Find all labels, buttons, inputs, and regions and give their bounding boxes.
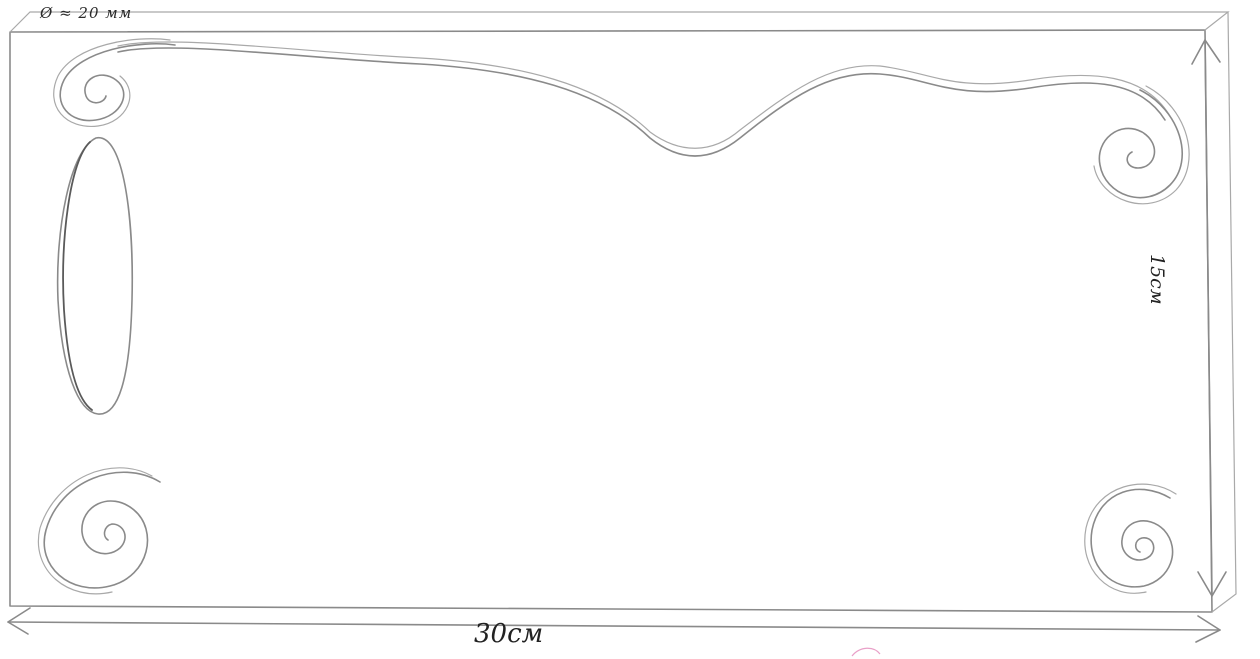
width-arrow-left xyxy=(7,607,31,635)
width-arrow-right xyxy=(1195,615,1221,643)
spiral-top-right-inner xyxy=(1093,85,1190,205)
wavy-top-border xyxy=(117,47,1166,157)
spiral-top-right xyxy=(1098,89,1184,199)
spiral-bottom-left xyxy=(43,471,161,589)
oval-left-shade xyxy=(62,141,93,411)
spiral-bottom-right xyxy=(1090,488,1174,588)
wavy-top-border-inner xyxy=(117,41,1171,149)
spiral-bottom-left-inner xyxy=(37,467,153,595)
board-right-edge xyxy=(1211,11,1237,613)
height-arrow-bottom xyxy=(1197,571,1227,597)
height-dimension-line xyxy=(1204,39,1213,597)
height-label: 15см xyxy=(1146,254,1168,305)
spiral-top-left xyxy=(59,42,176,122)
oval-left xyxy=(56,137,134,415)
board-front-face xyxy=(9,29,1213,613)
board-top-edge xyxy=(9,11,1230,33)
thickness-label: Ø ≈ 20 мм xyxy=(40,4,133,22)
width-dimension-line xyxy=(7,621,1221,631)
pink-mark xyxy=(851,647,881,657)
spiral-top-left-inner xyxy=(53,38,171,127)
height-arrow-top xyxy=(1191,39,1221,65)
spiral-bottom-right-inner xyxy=(1084,483,1177,594)
width-label: 30см xyxy=(474,619,544,649)
